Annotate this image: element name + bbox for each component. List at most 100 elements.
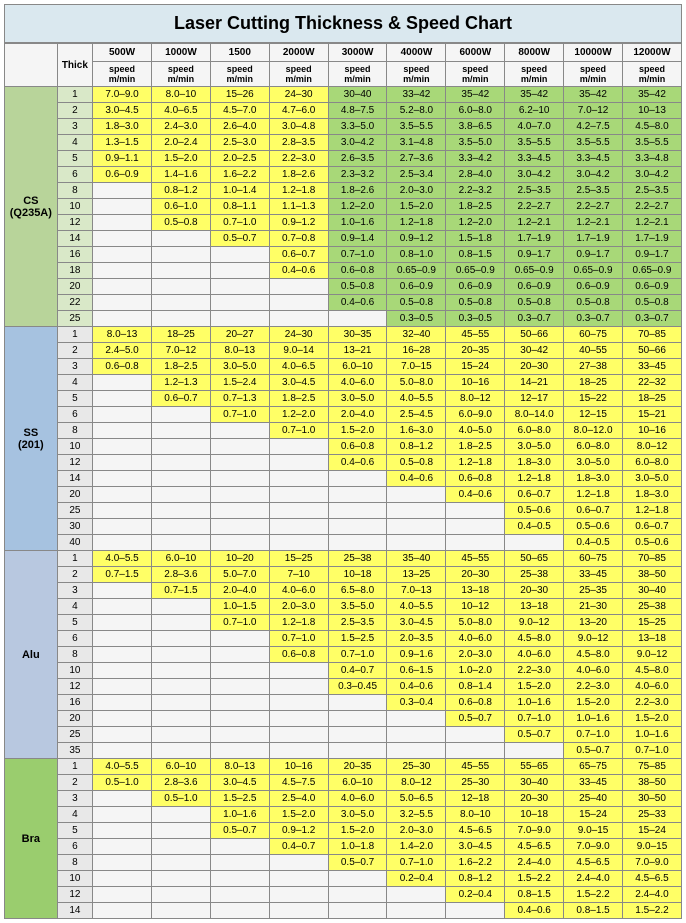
speed-cell: 35–42 [505, 87, 564, 103]
speed-cell: 6.0–10 [328, 775, 387, 791]
speed-cell: 1.2–1.8 [505, 471, 564, 487]
thickness-cell: 4 [57, 375, 92, 391]
speed-cell: 0.7–1.0 [505, 711, 564, 727]
material-label: Alu [5, 551, 58, 759]
speed-cell: 15–24 [446, 359, 505, 375]
speed-cell: 0.8–1.1 [210, 199, 269, 215]
speed-cell: 3.5–5.5 [622, 135, 681, 151]
speed-cell: 0.9–1.4 [328, 231, 387, 247]
speed-cell [151, 839, 210, 855]
speed-cell [151, 695, 210, 711]
thickness-cell: 10 [57, 663, 92, 679]
unit-header: speedm/min [328, 62, 387, 87]
speed-cell: 33–45 [622, 359, 681, 375]
speed-cell: 2.0–3.0 [446, 647, 505, 663]
speed-cell: 1.0–1.8 [328, 839, 387, 855]
speed-cell: 2.5–3.0 [210, 135, 269, 151]
speed-cell: 0.6–0.7 [151, 391, 210, 407]
speed-cell: 25–40 [564, 791, 623, 807]
speed-cell: 0.3–0.4 [387, 695, 446, 711]
speed-cell: 0.7–1.5 [151, 583, 210, 599]
speed-cell [210, 663, 269, 679]
speed-cell [328, 487, 387, 503]
speed-cell: 20–35 [446, 343, 505, 359]
speed-cell: 0.6–0.7 [622, 519, 681, 535]
power-header: 1000W [151, 44, 210, 62]
speed-cell: 0.4–0.6 [328, 295, 387, 311]
speed-cell: 2.2–3.2 [446, 183, 505, 199]
speed-cell: 24–30 [269, 87, 328, 103]
speed-cell: 0.5–0.7 [210, 231, 269, 247]
speed-cell: 12–17 [505, 391, 564, 407]
thickness-cell: 6 [57, 407, 92, 423]
speed-cell: 0.4–0.6 [269, 263, 328, 279]
thickness-cell: 3 [57, 791, 92, 807]
speed-cell: 50–66 [622, 343, 681, 359]
speed-cell: 0.4–0.5 [505, 519, 564, 535]
speed-cell: 2.6–3.5 [328, 151, 387, 167]
speed-cell [269, 887, 328, 903]
speed-cell [210, 871, 269, 887]
speed-cell: 1.8–3.0 [564, 471, 623, 487]
speed-cell: 15–24 [622, 823, 681, 839]
speed-cell [151, 519, 210, 535]
speed-cell: 2.4–4.0 [622, 887, 681, 903]
speed-cell [93, 407, 152, 423]
speed-cell [446, 743, 505, 759]
speed-cell [93, 279, 152, 295]
speed-cell: 2.0–4.0 [210, 583, 269, 599]
speed-cell: 4.0–6.0 [269, 583, 328, 599]
speed-cell: 1.8–3.0 [505, 455, 564, 471]
thickness-cell: 25 [57, 727, 92, 743]
speed-cell [151, 871, 210, 887]
speed-cell: 0.5–1.0 [151, 791, 210, 807]
speed-cell: 75–85 [622, 759, 681, 775]
speed-cell: 0.8–1.2 [446, 871, 505, 887]
speed-cell [93, 423, 152, 439]
speed-cell: 6.0–8.0 [446, 103, 505, 119]
speed-cell [93, 711, 152, 727]
speed-cell: 0.7–1.3 [210, 391, 269, 407]
speed-cell: 30–40 [505, 775, 564, 791]
speed-cell [151, 535, 210, 551]
power-header: 6000W [446, 44, 505, 62]
speed-cell [328, 535, 387, 551]
speed-cell [210, 247, 269, 263]
speed-cell: 1.2–1.8 [564, 487, 623, 503]
speed-cell: 0.6–0.7 [564, 503, 623, 519]
speed-cell: 2.8–3.6 [151, 567, 210, 583]
speed-cell: 4.0–6.0 [505, 647, 564, 663]
thickness-cell: 5 [57, 391, 92, 407]
speed-cell: 4.0–5.5 [387, 599, 446, 615]
speed-cell: 2.6–4.0 [210, 119, 269, 135]
thickness-cell: 1 [57, 551, 92, 567]
speed-cell [210, 455, 269, 471]
thickness-cell: 3 [57, 359, 92, 375]
thickness-cell: 2 [57, 343, 92, 359]
speed-cell: 1.8–2.5 [446, 439, 505, 455]
speed-cell: 16–28 [387, 343, 446, 359]
speed-cell: 2.0–4.0 [328, 407, 387, 423]
thickness-cell: 1 [57, 327, 92, 343]
speed-cell [269, 871, 328, 887]
speed-cell [328, 887, 387, 903]
speed-cell [151, 487, 210, 503]
speed-cell [387, 887, 446, 903]
speed-cell [151, 439, 210, 455]
speed-cell: 6.0–8.0 [564, 439, 623, 455]
power-header: 3000W [328, 44, 387, 62]
speed-cell [328, 471, 387, 487]
speed-cell: 2.7–3.6 [387, 151, 446, 167]
speed-cell: 24–30 [269, 327, 328, 343]
speed-cell: 3.0–4.2 [622, 167, 681, 183]
speed-cell: 9.0–12 [622, 647, 681, 663]
speed-cell: 2.3–3.2 [328, 167, 387, 183]
speed-cell: 4.0–6.0 [564, 663, 623, 679]
speed-cell [328, 695, 387, 711]
speed-cell: 10–16 [269, 759, 328, 775]
speed-cell: 4.8–7.5 [328, 103, 387, 119]
speed-cell: 0.9–1.6 [387, 647, 446, 663]
speed-cell: 6.0–8.0 [622, 455, 681, 471]
speed-cell: 2.0–2.5 [210, 151, 269, 167]
speed-cell: 0.6–0.8 [446, 695, 505, 711]
